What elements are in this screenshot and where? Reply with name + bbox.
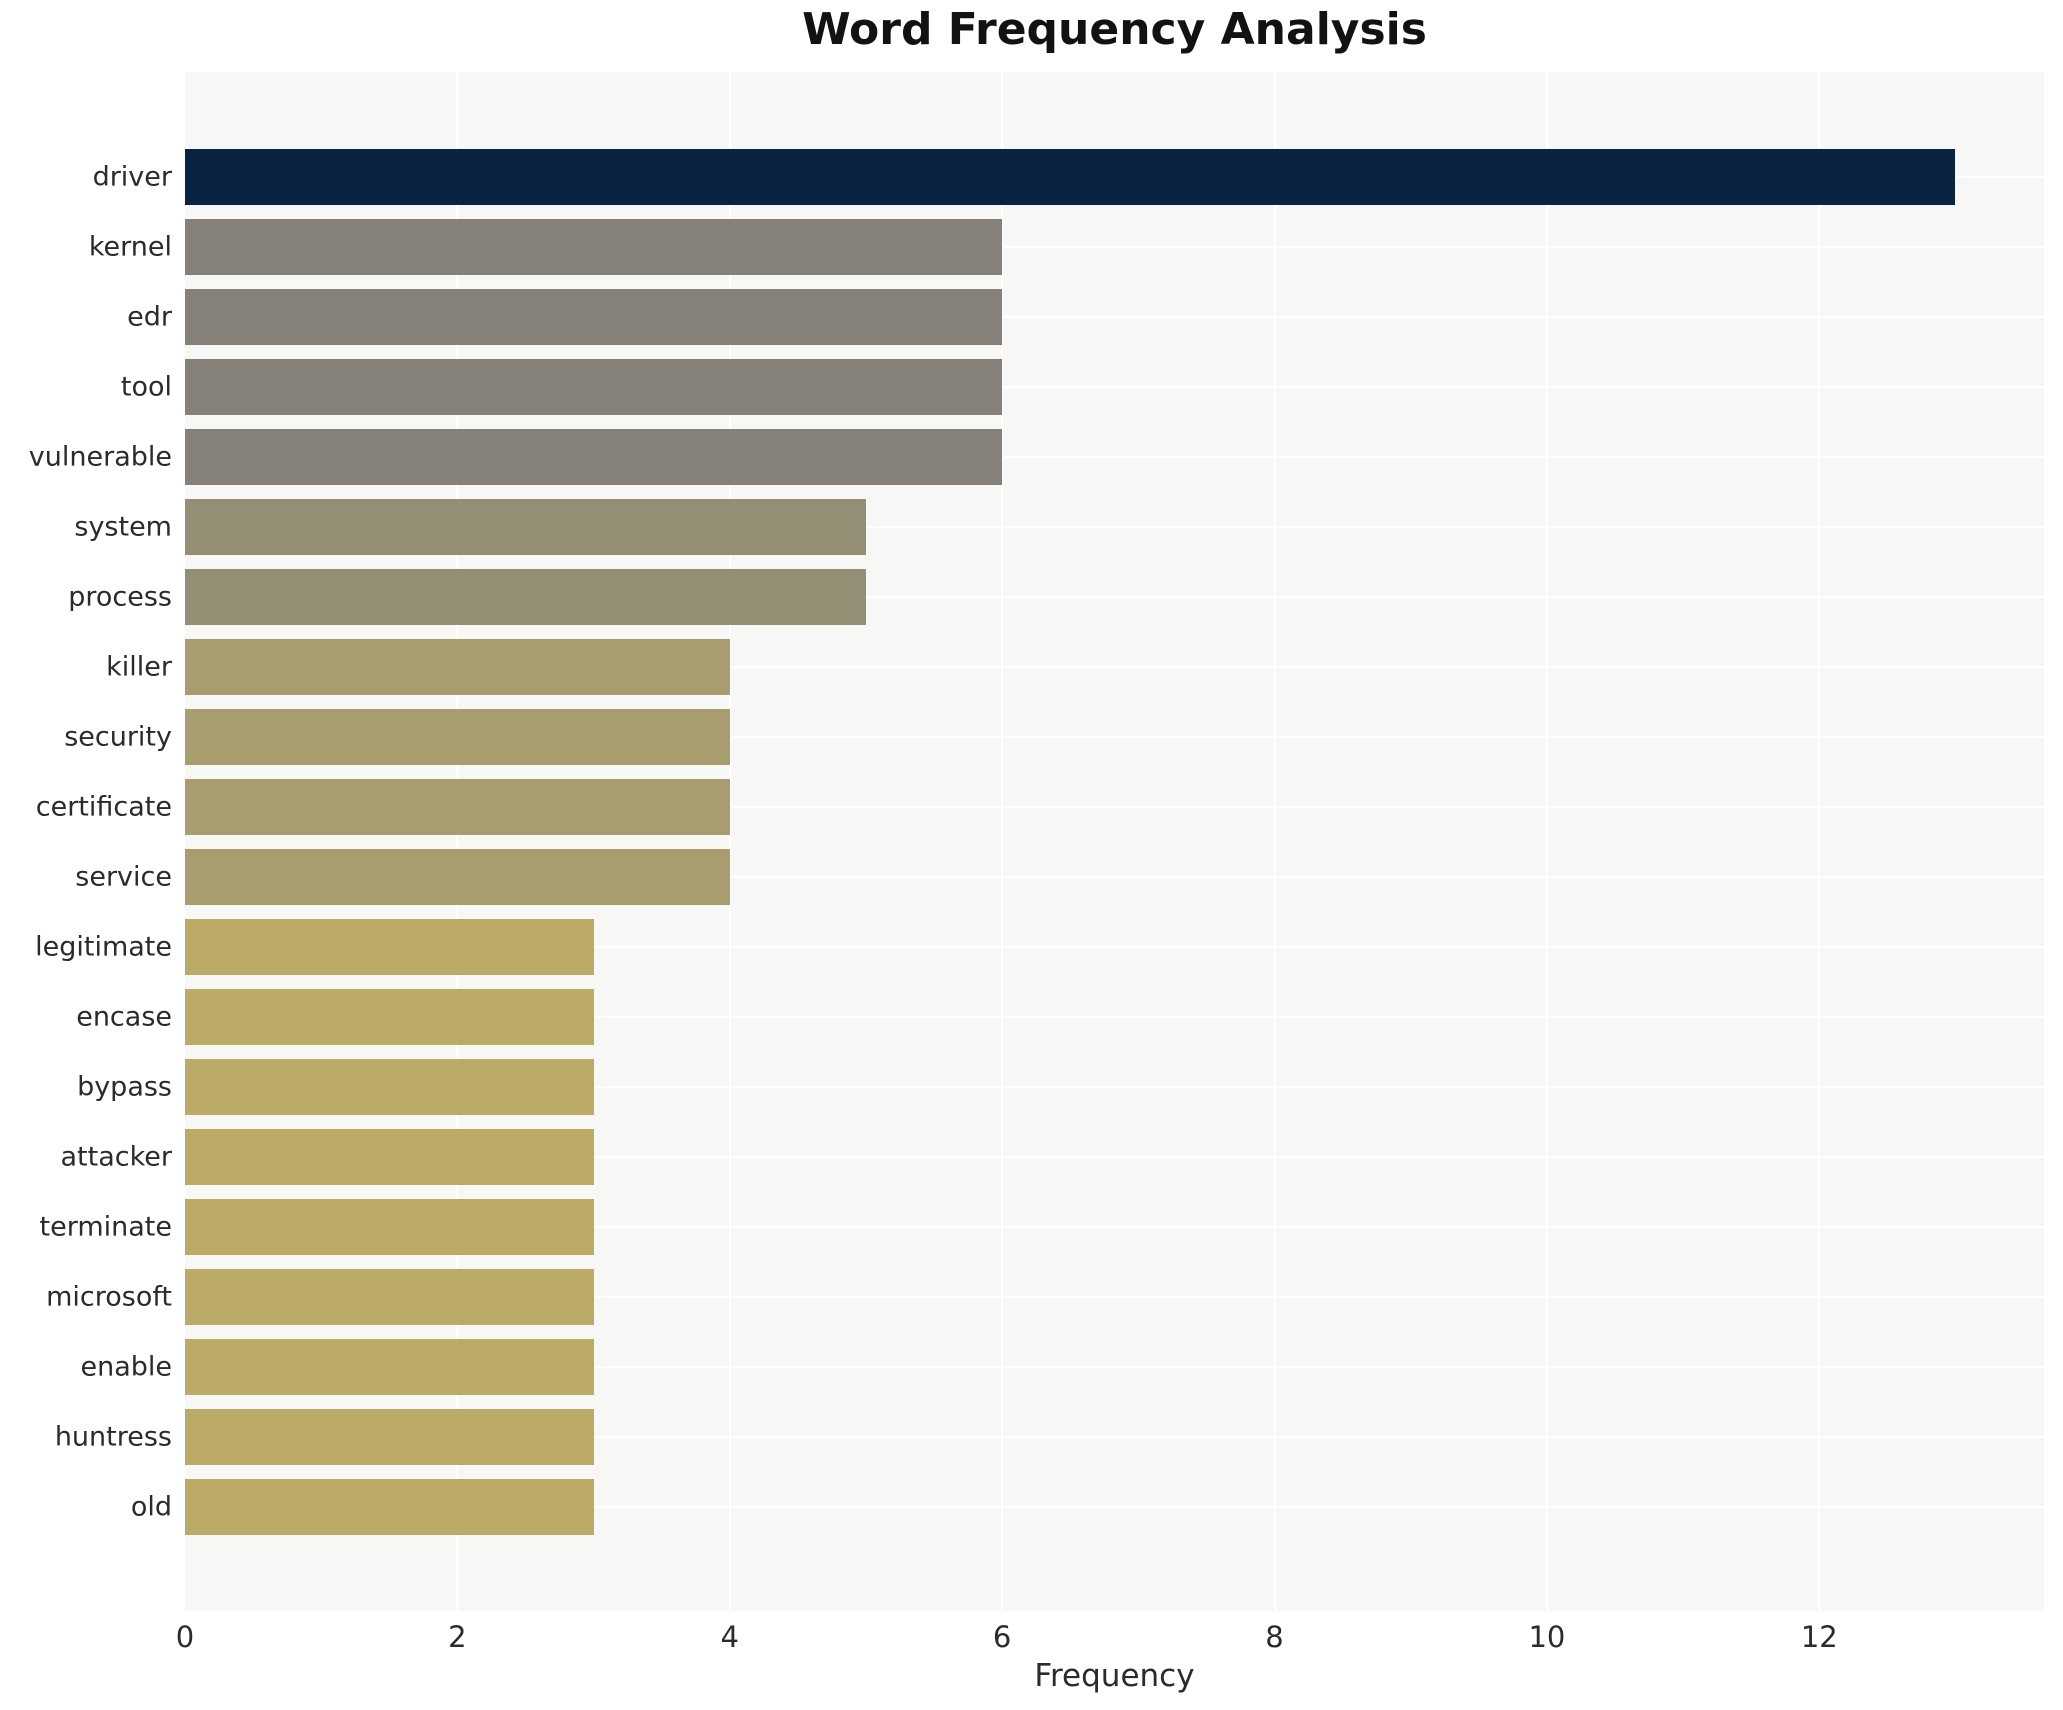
bar-bypass [185,1058,594,1115]
horizontal-gridline-legitimate [185,945,2044,948]
vertical-gridline-12 [1818,72,1821,1611]
bar-certificate [185,778,730,835]
y-tick-label-tool: tool [120,371,172,402]
chart-title: Word Frequency Analysis [802,4,1427,55]
x-tick-label-6: 6 [992,1620,1012,1654]
bar-microsoft [185,1268,594,1325]
x-tick-label-8: 8 [1265,1620,1284,1654]
vertical-gridline-4 [728,72,731,1611]
horizontal-gridline-edr [185,315,2044,318]
x-tick-label-0: 0 [175,1620,195,1654]
horizontal-gridline-process [185,595,2044,598]
x-tick-label-4: 4 [720,1620,739,1654]
horizontal-gridline-service [185,875,2044,878]
bar-attacker [185,1128,594,1185]
bar-legitimate [185,918,594,975]
y-tick-label-process: process [68,581,172,612]
y-tick-label-service: service [75,861,172,892]
x-tick-label-2: 2 [448,1620,467,1654]
y-tick-label-huntress: huntress [54,1421,172,1452]
horizontal-gridline-kernel [185,245,2044,248]
vertical-gridline-10 [1545,72,1548,1611]
horizontal-gridline-huntress [185,1435,2044,1438]
horizontal-gridline-attacker [185,1155,2044,1158]
x-tick-label-10: 10 [1528,1620,1566,1654]
horizontal-gridline-terminate [185,1225,2044,1228]
horizontal-gridline-tool [185,385,2044,388]
horizontal-gridline-old [185,1505,2044,1508]
horizontal-gridline-security [185,735,2044,738]
y-tick-label-terminate: terminate [39,1211,172,1242]
y-tick-label-old: old [130,1491,172,1522]
bar-terminate [185,1198,594,1255]
bar-old [185,1478,594,1535]
bar-vulnerable [185,428,1003,485]
horizontal-gridline-bypass [185,1085,2044,1088]
horizontal-gridline-vulnerable [185,455,2044,458]
bar-security [185,708,730,765]
bar-system [185,498,866,555]
bar-enable [185,1338,594,1395]
vertical-gridline-2 [456,72,459,1611]
horizontal-gridline-certificate [185,805,2044,808]
y-tick-label-certificate: certificate [35,791,172,822]
y-tick-label-edr: edr [127,301,172,332]
bar-kernel [185,218,1003,275]
horizontal-gridline-killer [185,665,2044,668]
bar-killer [185,638,730,695]
vertical-gridline-8 [1273,72,1276,1611]
y-tick-label-security: security [64,721,172,752]
y-tick-label-microsoft: microsoft [46,1281,172,1312]
horizontal-gridline-system [185,525,2044,528]
y-tick-label-killer: killer [106,651,172,682]
bar-process [185,568,866,625]
horizontal-gridline-encase [185,1015,2044,1018]
x-tick-label-12: 12 [1800,1620,1838,1654]
horizontal-gridline-enable [185,1365,2044,1368]
y-tick-label-bypass: bypass [77,1071,172,1102]
x-axis-label: Frequency [1034,1658,1195,1694]
bar-driver [185,148,1956,205]
plot-area [185,72,2044,1611]
y-tick-label-kernel: kernel [88,231,172,262]
y-tick-label-encase: encase [76,1001,172,1032]
horizontal-gridline-microsoft [185,1295,2044,1298]
bar-encase [185,988,594,1045]
y-tick-label-attacker: attacker [60,1141,173,1172]
y-tick-label-system: system [74,511,172,542]
y-tick-label-enable: enable [80,1351,172,1382]
y-tick-label-legitimate: legitimate [35,931,172,962]
bar-huntress [185,1408,594,1465]
y-tick-label-vulnerable: vulnerable [28,441,172,472]
y-tick-label-driver: driver [92,161,172,192]
bar-tool [185,358,1003,415]
bar-edr [185,288,1003,345]
bar-service [185,848,730,905]
vertical-gridline-6 [1001,72,1004,1611]
